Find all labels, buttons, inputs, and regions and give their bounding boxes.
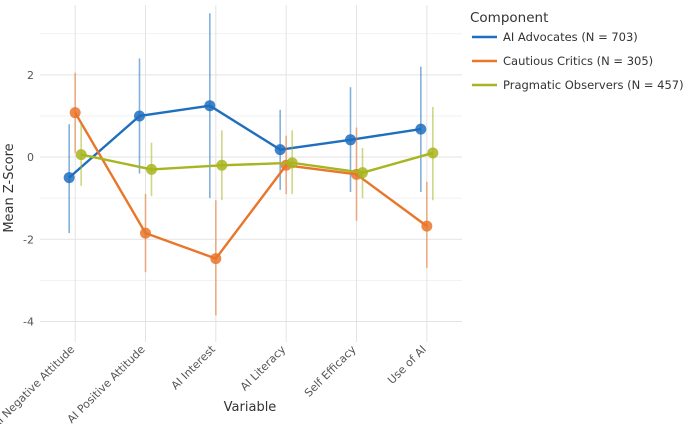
data-point	[140, 227, 151, 239]
data-point	[216, 159, 228, 171]
series-group	[69, 72, 433, 316]
y-tick-label: -4	[23, 315, 34, 328]
data-point	[146, 163, 157, 175]
x-tick-label: AI Positive Attitude	[65, 343, 148, 425]
legend: Component AI Advocates (N = 703) Cautious…	[470, 10, 684, 92]
series-line	[74, 112, 428, 260]
x-tick-label: AI Literacy	[238, 343, 289, 394]
data-point	[421, 220, 433, 232]
data-point	[345, 134, 356, 146]
data-point	[204, 100, 216, 112]
legend-label: Pragmatic Observers (N = 457)	[503, 78, 684, 92]
data-point	[427, 147, 439, 159]
y-tick-label: -2	[23, 233, 34, 246]
data-point	[75, 149, 87, 161]
data-point	[134, 110, 145, 122]
gridlines	[40, 5, 462, 342]
data-point	[357, 167, 368, 179]
y-axis-label: Mean Z-Score	[2, 143, 17, 232]
data-point	[63, 172, 75, 184]
data-point	[286, 157, 298, 169]
data-point	[69, 107, 81, 119]
x-tick-label: AI Negative Attitude	[0, 343, 77, 425]
series-line	[80, 151, 434, 174]
x-tick-label: Self Efficacy	[302, 343, 359, 400]
x-axis-label: Variable	[224, 400, 277, 415]
legend-title: Component	[470, 10, 548, 26]
y-tick-labels: -4 -2 0 2	[23, 69, 34, 329]
y-tick-label: 0	[27, 151, 34, 164]
series-group	[75, 106, 439, 201]
x-tick-label: Use of AI	[385, 343, 429, 387]
series-layer	[63, 13, 439, 316]
y-tick-label: 2	[27, 69, 34, 82]
data-point	[274, 144, 286, 156]
data-point	[415, 123, 427, 135]
legend-label: Cautious Critics (N = 305)	[503, 54, 653, 68]
series-line	[68, 104, 422, 179]
x-tick-label: AI Interest	[169, 342, 219, 392]
legend-label: AI Advocates (N = 703)	[503, 30, 638, 44]
series-group	[63, 13, 427, 234]
data-point	[210, 253, 222, 265]
